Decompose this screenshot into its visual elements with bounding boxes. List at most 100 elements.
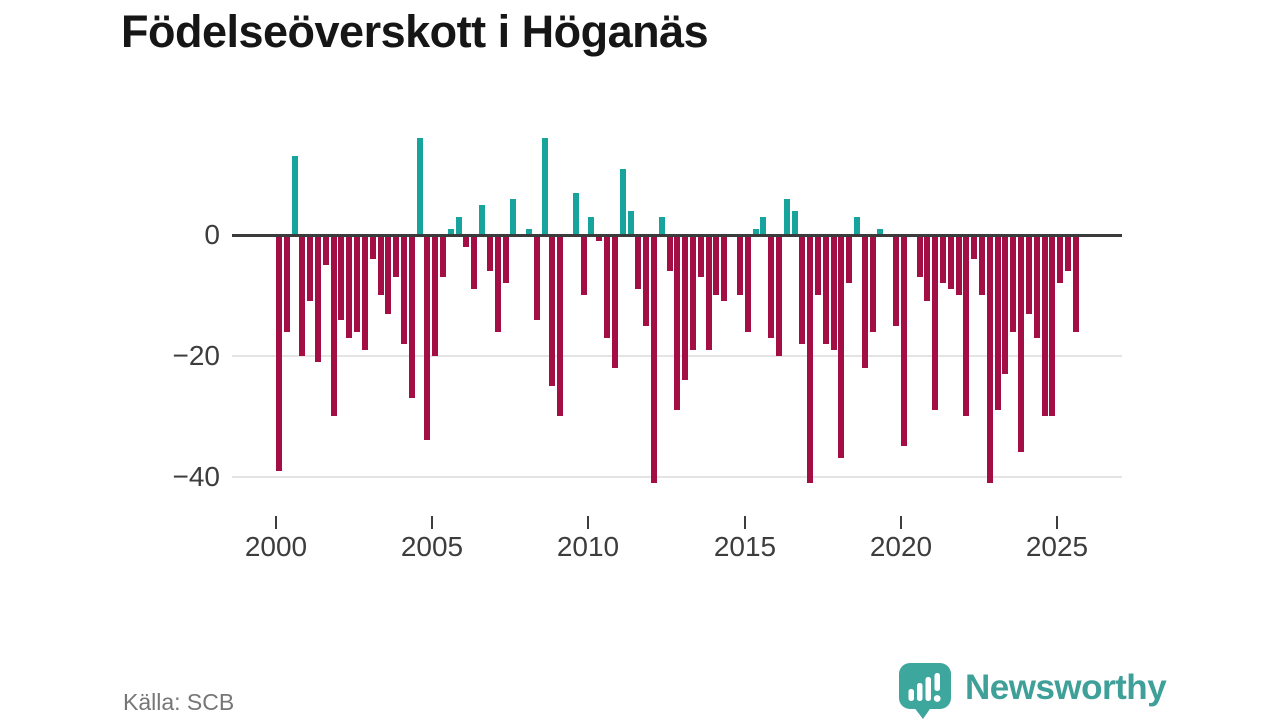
bar-2014-Q2[interactable] (721, 235, 727, 301)
bar-2007-Q1[interactable] (495, 235, 501, 332)
bar-2019-Q1[interactable] (870, 235, 876, 332)
bar-2015-Q3[interactable] (760, 217, 766, 235)
bar-2003-Q4[interactable] (393, 235, 399, 277)
bar-2018-Q4[interactable] (862, 235, 868, 368)
bar-2009-Q1[interactable] (557, 235, 563, 416)
bar-2003-Q1[interactable] (370, 235, 376, 259)
bar-2013-Q3[interactable] (698, 235, 704, 277)
bar-2009-Q3[interactable] (573, 193, 579, 235)
bar-2011-Q2[interactable] (628, 211, 634, 235)
bar-2019-Q2[interactable] (877, 229, 883, 235)
bar-2021-Q1[interactable] (932, 235, 938, 410)
bar-2007-Q2[interactable] (503, 235, 509, 283)
bar-2011-Q1[interactable] (620, 169, 626, 235)
bar-2008-Q1[interactable] (526, 229, 532, 235)
bar-2017-Q4[interactable] (831, 235, 837, 350)
bar-2003-Q2[interactable] (378, 235, 384, 295)
bar-2005-Q2[interactable] (440, 235, 446, 277)
bar-2016-Q1[interactable] (776, 235, 782, 356)
bar-2022-Q1[interactable] (963, 235, 969, 416)
bar-2000-Q2[interactable] (284, 235, 290, 332)
bar-2016-Q4[interactable] (799, 235, 805, 344)
bar-2022-Q4[interactable] (987, 235, 993, 483)
bar-2021-Q4[interactable] (956, 235, 962, 295)
bar-2020-Q4[interactable] (924, 235, 930, 301)
bar-2007-Q3[interactable] (510, 199, 516, 235)
newsworthy-logo-text: Newsworthy (965, 668, 1167, 707)
bar-2012-Q2[interactable] (659, 217, 665, 235)
bar-2011-Q4[interactable] (643, 235, 649, 326)
bar-2021-Q3[interactable] (948, 235, 954, 289)
bar-2024-Q4[interactable] (1049, 235, 1055, 416)
bar-2023-Q2[interactable] (1002, 235, 1008, 374)
bar-2017-Q3[interactable] (823, 235, 829, 344)
bar-2000-Q3[interactable] (292, 156, 298, 235)
bar-2005-Q4[interactable] (456, 217, 462, 235)
bar-2010-Q1[interactable] (588, 217, 594, 235)
bar-2003-Q3[interactable] (385, 235, 391, 314)
bar-2008-Q2[interactable] (534, 235, 540, 320)
bar-2009-Q4[interactable] (581, 235, 587, 295)
bar-2023-Q4[interactable] (1018, 235, 1024, 452)
bar-2021-Q2[interactable] (940, 235, 946, 283)
bar-2024-Q2[interactable] (1034, 235, 1040, 338)
bar-2001-Q4[interactable] (331, 235, 337, 416)
bar-2013-Q4[interactable] (706, 235, 712, 350)
bar-2012-Q1[interactable] (651, 235, 657, 483)
bar-2025-Q2[interactable] (1065, 235, 1071, 271)
bar-2013-Q2[interactable] (690, 235, 696, 350)
bar-2015-Q1[interactable] (745, 235, 751, 332)
bar-2023-Q1[interactable] (995, 235, 1001, 410)
bar-2010-Q3[interactable] (604, 235, 610, 338)
bar-2022-Q3[interactable] (979, 235, 985, 295)
bar-2002-Q3[interactable] (354, 235, 360, 332)
bar-2015-Q2[interactable] (753, 229, 759, 235)
bar-2010-Q2[interactable] (596, 235, 602, 241)
bar-2022-Q2[interactable] (971, 235, 977, 259)
bar-2006-Q3[interactable] (479, 205, 485, 235)
bar-2014-Q1[interactable] (713, 235, 719, 295)
bar-2017-Q1[interactable] (807, 235, 813, 483)
bar-2012-Q4[interactable] (674, 235, 680, 410)
bar-2019-Q4[interactable] (893, 235, 899, 326)
bar-2020-Q1[interactable] (901, 235, 907, 446)
bar-2018-Q2[interactable] (846, 235, 852, 283)
bar-2004-Q4[interactable] (424, 235, 430, 440)
bar-2004-Q2[interactable] (409, 235, 415, 398)
bar-2001-Q1[interactable] (307, 235, 313, 301)
bar-2016-Q2[interactable] (784, 199, 790, 235)
bar-2024-Q3[interactable] (1042, 235, 1048, 416)
bar-2005-Q1[interactable] (432, 235, 438, 356)
bar-2006-Q1[interactable] (463, 235, 469, 247)
bar-2018-Q1[interactable] (838, 235, 844, 458)
bar-2005-Q3[interactable] (448, 229, 454, 235)
bar-2025-Q1[interactable] (1057, 235, 1063, 283)
bar-2006-Q2[interactable] (471, 235, 477, 289)
bar-2000-Q1[interactable] (276, 235, 282, 471)
bar-2015-Q4[interactable] (768, 235, 774, 338)
bar-2018-Q3[interactable] (854, 217, 860, 235)
bar-2020-Q3[interactable] (917, 235, 923, 277)
bar-2016-Q3[interactable] (792, 211, 798, 235)
bar-2010-Q4[interactable] (612, 235, 618, 368)
bar-2006-Q4[interactable] (487, 235, 493, 271)
bar-2013-Q1[interactable] (682, 235, 688, 380)
bar-2012-Q3[interactable] (667, 235, 673, 271)
newsworthy-logo[interactable]: Newsworthy (898, 662, 1167, 720)
bar-2002-Q2[interactable] (346, 235, 352, 338)
bar-2025-Q3[interactable] (1073, 235, 1079, 332)
bar-2011-Q3[interactable] (635, 235, 641, 289)
bar-2023-Q3[interactable] (1010, 235, 1016, 332)
bar-2001-Q2[interactable] (315, 235, 321, 362)
bar-2004-Q1[interactable] (401, 235, 407, 344)
bar-2002-Q1[interactable] (338, 235, 344, 320)
bar-2014-Q4[interactable] (737, 235, 743, 295)
bar-2008-Q4[interactable] (549, 235, 555, 386)
bar-2024-Q1[interactable] (1026, 235, 1032, 314)
bar-2008-Q3[interactable] (542, 138, 548, 235)
bar-2004-Q3[interactable] (417, 138, 423, 235)
bar-2017-Q2[interactable] (815, 235, 821, 295)
bar-2001-Q3[interactable] (323, 235, 329, 265)
bar-2002-Q4[interactable] (362, 235, 368, 350)
bar-2000-Q4[interactable] (299, 235, 305, 356)
